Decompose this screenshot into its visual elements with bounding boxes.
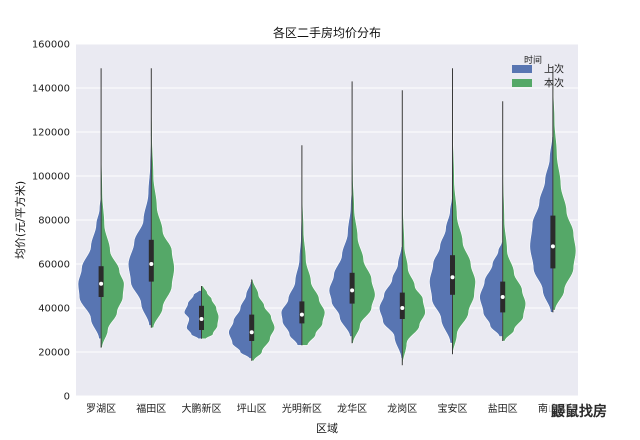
chart-title: 各区二手房均价分布 — [273, 25, 381, 40]
x-tick-label: 宝安区 — [438, 402, 468, 415]
y-tick-label: 80000 — [38, 216, 70, 227]
violin-median — [99, 281, 104, 286]
violin-median — [500, 295, 505, 299]
violin-half-1 — [402, 89, 426, 366]
y-tick-label: 120000 — [32, 128, 70, 139]
legend-label-0: 上次 — [544, 63, 564, 76]
violin-half-1 — [251, 279, 276, 362]
violin-half-0 — [127, 136, 152, 326]
violin-iqr-box — [550, 215, 556, 269]
violin-median — [450, 275, 455, 280]
y-axis-label: 均价(元/平方米) — [13, 181, 27, 259]
violin-iqr-box — [450, 255, 455, 295]
violin-half-0 — [429, 197, 453, 344]
legend-swatch-0 — [512, 65, 532, 73]
y-tick-label: 160000 — [32, 40, 70, 51]
watermark: 鼹鼠找房 — [548, 400, 610, 422]
violin-median — [550, 244, 555, 249]
violin-median — [149, 262, 154, 266]
y-tick-label: 100000 — [32, 172, 70, 183]
y-tick-label: 20000 — [38, 348, 70, 359]
legend-label-1: 本次 — [544, 77, 564, 90]
x-tick-label: 大鹏新区 — [182, 402, 222, 415]
violin-median — [249, 330, 254, 335]
violin-half-1 — [351, 81, 376, 344]
violins — [77, 65, 577, 366]
violin-half-0 — [328, 184, 353, 337]
violin-half-0 — [479, 241, 503, 337]
x-tick-label: 坪山区 — [237, 402, 267, 415]
x-tick-label: 福田区 — [136, 402, 166, 415]
legend-swatch-1 — [512, 79, 532, 87]
violin-half-1 — [151, 67, 175, 329]
y-axis-ticks: 0 20000 40000 60000 80000 100000 120000 140000 1… — [32, 40, 70, 403]
violin-half-0 — [529, 136, 554, 313]
violin-median — [400, 306, 405, 310]
x-tick-label: 龙岗区 — [387, 402, 417, 415]
y-tick-label: 60000 — [38, 260, 70, 271]
violin-iqr-box — [98, 266, 104, 297]
violin-half-1 — [502, 100, 527, 342]
violin-iqr-box — [399, 292, 405, 319]
violin-half-0 — [77, 195, 102, 340]
violin-half-0 — [183, 290, 202, 340]
x-axis-ticks: 罗湖区福田区大鹏新区坪山区光明新区龙华区龙岗区宝安区盐田区南山区 — [86, 402, 568, 415]
y-tick-label: 140000 — [32, 84, 70, 95]
violin-median — [199, 317, 204, 321]
x-axis-label: 区域 — [316, 422, 338, 435]
violin-half-1 — [452, 67, 476, 355]
violin-iqr-box — [249, 314, 255, 341]
x-tick-label: 龙华区 — [337, 402, 367, 415]
violin-half-0 — [378, 246, 403, 359]
violin-median — [350, 288, 355, 293]
legend-title: 时间 — [524, 54, 542, 66]
violin-iqr-box — [349, 272, 355, 304]
violin-median — [299, 312, 304, 317]
violin-iqr-box — [148, 239, 154, 282]
violin-half-1 — [301, 144, 326, 346]
y-tick-label: 0 — [64, 392, 70, 403]
violin-iqr-box — [299, 301, 305, 324]
violin-half-1 — [201, 285, 220, 340]
x-tick-label: 罗湖区 — [86, 403, 116, 415]
violin-half-0 — [228, 281, 252, 359]
violin-half-1 — [552, 65, 577, 311]
x-tick-label: 光明新区 — [282, 402, 322, 415]
y-tick-label: 40000 — [38, 304, 70, 315]
violin-half-0 — [280, 208, 303, 346]
x-tick-label: 盐田区 — [488, 402, 518, 415]
